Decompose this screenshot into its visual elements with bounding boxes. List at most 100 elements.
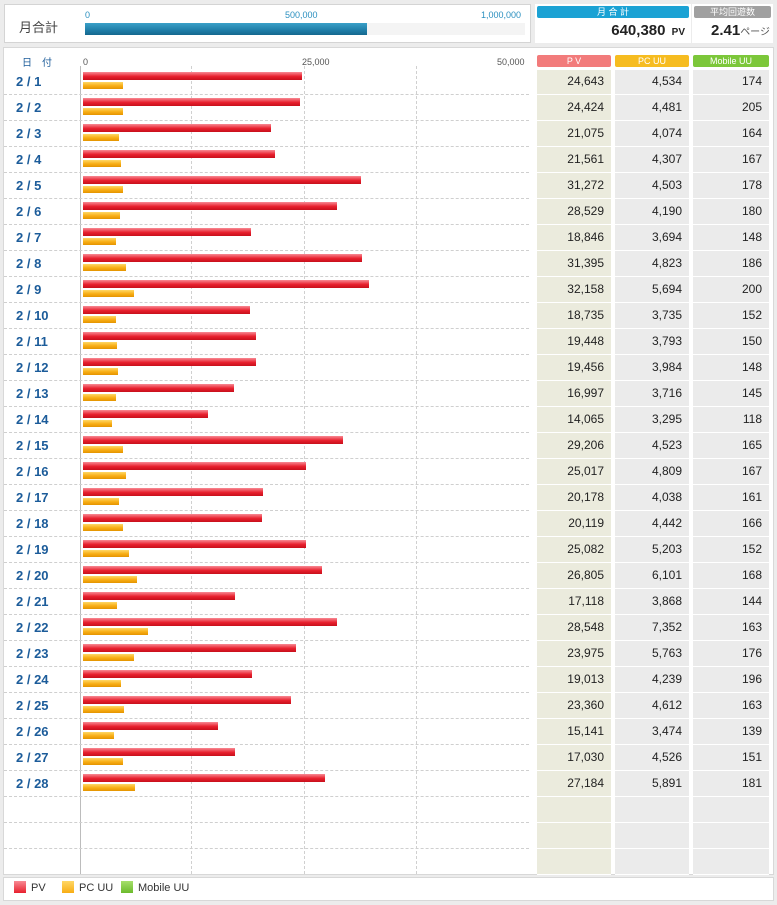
gauge-fill	[85, 23, 367, 35]
mobile-value: 148	[741, 360, 762, 374]
cell-divider	[537, 380, 611, 381]
avg-header: 平均回遊数	[694, 6, 771, 18]
pcuu-bar	[83, 446, 124, 453]
mobile-value: 180	[741, 204, 762, 218]
pv-value: 25,017	[567, 464, 604, 478]
cell-divider	[615, 458, 689, 459]
pcuu-bar	[83, 472, 126, 479]
row-divider	[4, 328, 529, 329]
pcuu-value: 3,793	[651, 334, 682, 348]
pv-bar	[83, 488, 263, 496]
pcuu-bar	[83, 680, 121, 687]
grid-line-0	[80, 66, 81, 874]
row-divider	[4, 588, 529, 589]
pcuu-value: 3,868	[651, 594, 682, 608]
pv-value: 18,846	[567, 230, 604, 244]
cell-divider	[537, 562, 611, 563]
avg-value: 2.41ページ	[710, 22, 770, 39]
row-divider	[4, 302, 529, 303]
pcuu-bar	[83, 550, 130, 557]
pv-bar	[83, 644, 297, 652]
pcuu-bar	[83, 290, 134, 297]
cell-divider	[693, 250, 769, 251]
cell-divider	[693, 484, 769, 485]
pcuu-value: 4,503	[651, 178, 682, 192]
pcuu-bar	[83, 498, 119, 505]
row-divider	[4, 276, 529, 277]
cell-divider	[615, 536, 689, 537]
cell-divider	[537, 198, 611, 199]
avg-box: 平均回遊数 2.41ページ	[692, 4, 773, 43]
row-divider	[4, 354, 529, 355]
cell-divider	[537, 796, 611, 797]
row-divider	[4, 744, 529, 745]
pcuu-value: 4,190	[651, 204, 682, 218]
cell-divider	[615, 510, 689, 511]
pcuu-bar	[83, 238, 116, 245]
pv-value: 21,075	[567, 126, 604, 140]
legend-pcuu-label: PC UU	[79, 882, 114, 894]
cell-divider	[693, 224, 769, 225]
date-label: 2 / 20	[16, 568, 49, 583]
pcuu-bar	[83, 420, 113, 427]
cell-divider	[693, 198, 769, 199]
row-divider	[4, 406, 529, 407]
mobile-value: 196	[741, 672, 762, 686]
date-label: 2 / 21	[16, 594, 49, 609]
pv-value: 27,184	[567, 776, 604, 790]
gauge-track	[85, 23, 525, 35]
mobile-value: 144	[741, 594, 762, 608]
row-divider	[4, 614, 529, 615]
mobile-value: 178	[741, 178, 762, 192]
mobile-value: 167	[741, 152, 762, 166]
cell-divider	[615, 354, 689, 355]
cell-divider	[615, 172, 689, 173]
mobile-value: 151	[741, 750, 762, 764]
cell-divider	[537, 224, 611, 225]
pv-bar	[83, 332, 257, 340]
pcuu-bar	[83, 394, 117, 401]
cell-divider	[693, 302, 769, 303]
date-label: 2 / 7	[16, 230, 42, 245]
pcuu-value: 4,809	[651, 464, 682, 478]
cell-divider	[615, 432, 689, 433]
cell-divider	[537, 120, 611, 121]
pcuu-value: 4,612	[651, 698, 682, 712]
date-label: 2 / 3	[16, 126, 42, 141]
pcuu-value: 3,716	[651, 386, 682, 400]
pv-bar	[83, 72, 303, 80]
cell-divider	[693, 796, 769, 797]
date-label: 2 / 12	[16, 360, 49, 375]
pv-value: 19,013	[567, 672, 604, 686]
cell-divider	[537, 354, 611, 355]
total-value: 640,380 PV	[611, 22, 685, 39]
pcuu-bar	[83, 82, 124, 89]
cell-divider	[693, 874, 769, 875]
pcuu-value: 6,101	[651, 568, 682, 582]
pv-column-bg	[537, 70, 611, 874]
date-label: 2 / 17	[16, 490, 49, 505]
cell-divider	[693, 614, 769, 615]
cell-divider	[537, 536, 611, 537]
cell-divider	[537, 484, 611, 485]
pcuu-bar	[83, 264, 126, 271]
cell-divider	[693, 536, 769, 537]
pv-bar	[83, 592, 236, 600]
cell-divider	[537, 172, 611, 173]
x-tick-label: 50,000	[497, 57, 525, 67]
pv-bar	[83, 384, 235, 392]
cell-divider	[615, 848, 689, 849]
mobile-value: 164	[741, 126, 762, 140]
mobile-value: 163	[741, 620, 762, 634]
cell-divider	[537, 874, 611, 875]
legend-mobile-swatch	[121, 881, 133, 893]
pv-value: 17,118	[568, 594, 604, 608]
date-label: 2 / 5	[16, 178, 42, 193]
mobile-value: 163	[741, 698, 762, 712]
cell-divider	[693, 510, 769, 511]
gauge-tick-500000: 500,000	[285, 10, 318, 20]
mobile-value: 166	[741, 516, 762, 530]
pv-bar	[83, 722, 218, 730]
cell-divider	[693, 354, 769, 355]
cell-divider	[615, 744, 689, 745]
